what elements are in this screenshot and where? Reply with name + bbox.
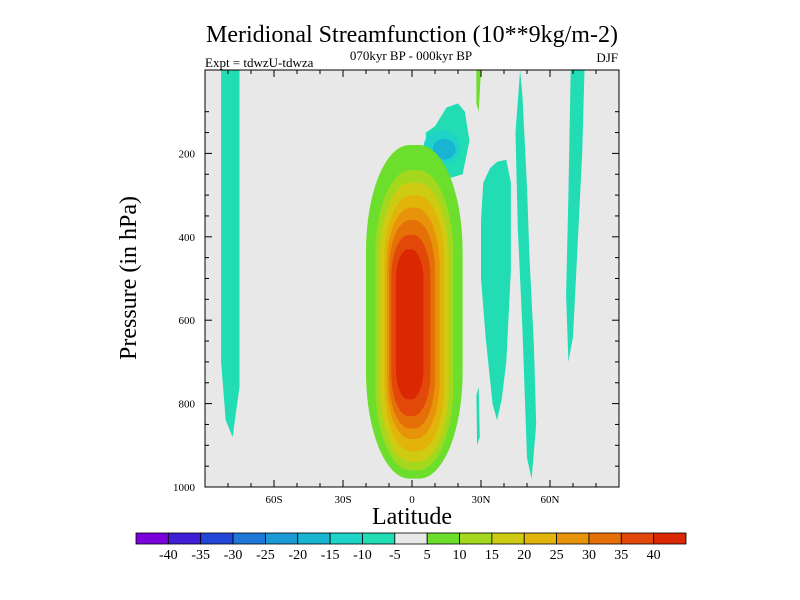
x-tick-label: 0 <box>409 494 415 506</box>
colorbar-swatch <box>426 532 460 545</box>
x-tick-label: 30N <box>472 494 491 506</box>
x-tick-label: 60S <box>265 494 282 506</box>
colorbar-swatch <box>653 532 687 545</box>
colorbar-label: 40 <box>647 548 661 563</box>
colorbar-swatch <box>329 532 363 545</box>
negative-contour-nh-strip <box>515 70 537 479</box>
y-tick-label: 600 <box>179 315 196 327</box>
colorbar-label: 25 <box>550 548 564 563</box>
x-tick-label: 30S <box>334 494 351 506</box>
y-tick-label: 1000 <box>173 482 196 494</box>
colorbar-label: 15 <box>485 548 499 563</box>
colorbar-label: 35 <box>614 548 628 563</box>
colorbar-swatch <box>459 532 493 545</box>
colorbar-label: -35 <box>191 548 210 563</box>
colorbar-label: -10 <box>353 548 372 563</box>
colorbar-label: 5 <box>424 548 431 563</box>
negative-contour-thin-strip <box>476 70 481 112</box>
y-tick-label: 200 <box>179 148 196 160</box>
colorbar-swatch <box>135 532 169 545</box>
colorbar-swatch <box>588 532 622 545</box>
season-label: DJF <box>596 50 618 65</box>
colorbar-swatch <box>362 532 396 545</box>
chart-subtitle: 070kyr BP - 000kyr BP <box>350 48 472 63</box>
colorbar-swatch <box>556 532 590 545</box>
y-tick-label: 400 <box>179 232 196 244</box>
colorbar-label: -15 <box>321 548 340 563</box>
colorbar-label: -40 <box>159 548 178 563</box>
colorbar-label: -20 <box>288 548 307 563</box>
y-axis-label: Pressure (in hPa) <box>116 196 142 360</box>
negative-contour-southern-strip <box>221 70 240 437</box>
colorbar-swatch <box>394 532 428 545</box>
negative-contour-lower-strip <box>476 386 480 446</box>
colorbar-swatch <box>491 532 525 545</box>
positive-contour-level-8 <box>395 249 424 400</box>
plot-area: 60S 30S 0 30N 60N 200 400 600 800 1000 <box>173 69 620 506</box>
colorbar-swatch <box>200 532 234 545</box>
chart-title: Meridional Streamfunction (10**9kg/m-2) <box>206 22 618 48</box>
colorbar-label: -25 <box>256 548 275 563</box>
colorbar-label: 20 <box>517 548 531 563</box>
colorbar-swatch <box>232 532 266 545</box>
x-tick-label: 60N <box>541 494 560 506</box>
x-axis-label: Latitude <box>372 504 452 530</box>
y-tick-label: 800 <box>179 399 196 411</box>
colorbar-swatch <box>620 532 655 545</box>
negative-contour-polar-strip <box>566 70 585 362</box>
colorbar-label: -30 <box>224 548 243 563</box>
colorbar-label: -5 <box>389 548 401 563</box>
expt-label: Expt = tdwzU-tdwza <box>205 55 314 70</box>
colorbar-label: 10 <box>453 548 467 563</box>
colorbar-label: 30 <box>582 548 596 563</box>
negative-contour-upper-core-2 <box>432 138 456 160</box>
colorbar-swatch <box>297 532 331 545</box>
colorbar-swatch <box>265 532 299 545</box>
colorbar-swatch <box>167 532 202 545</box>
colorbar: -40 -35 -30 -25 -20 -15 -10 -5 5 10 15 20 25 30 35 40 <box>135 532 687 563</box>
negative-contour-northern-cell <box>481 159 511 421</box>
colorbar-swatch <box>523 532 557 545</box>
